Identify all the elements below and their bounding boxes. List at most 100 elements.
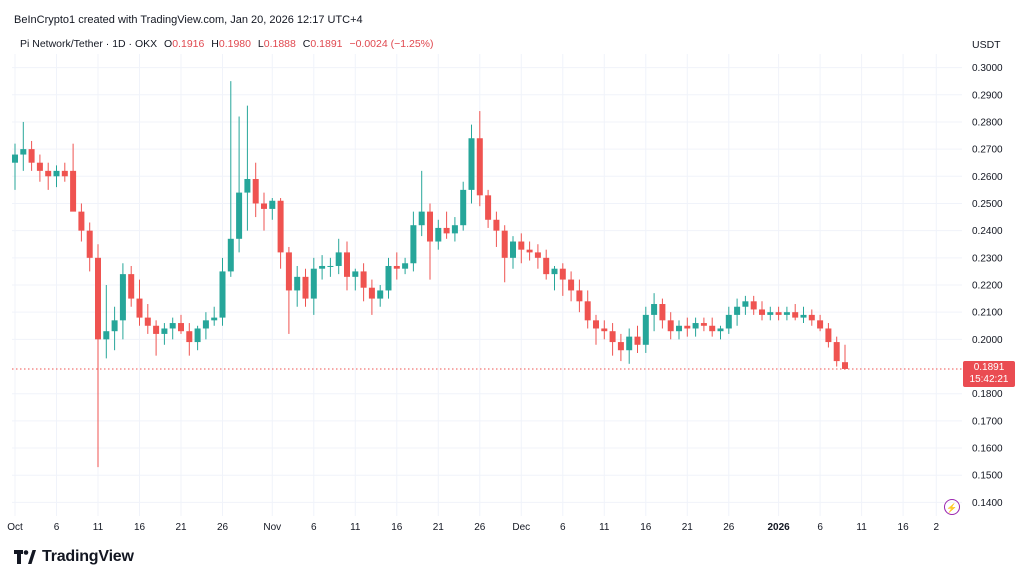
time-tick-label: 11 <box>856 522 867 533</box>
candle-body-down <box>178 323 184 332</box>
price-tick-label: 0.1400 <box>972 498 1003 509</box>
candle-body-down <box>485 195 492 220</box>
candle-body-up <box>510 241 516 258</box>
candle-body-down <box>609 331 616 343</box>
candle-body-up <box>551 268 558 275</box>
candle-body-down <box>360 271 367 288</box>
price-tick-label: 0.2100 <box>972 308 1003 319</box>
candle-body-down <box>576 290 583 302</box>
candle-body-up <box>169 323 176 329</box>
candle-body-down <box>261 203 267 209</box>
candle-body-down <box>443 227 450 234</box>
candle-body-down <box>534 252 541 258</box>
candle-body-up <box>435 227 442 242</box>
tradingview-mark-icon <box>14 550 36 564</box>
candle-body-up <box>734 306 741 315</box>
time-tick-label: 6 <box>54 522 60 533</box>
candle-body-up <box>202 320 209 329</box>
symbol-legend[interactable]: Pi Network/Tether · 1D · OKX O0.1916 H0.… <box>20 38 434 50</box>
candle-body-down <box>302 276 309 299</box>
candle-body-down <box>825 328 832 343</box>
candle-body-up <box>742 301 749 307</box>
time-tick-label: 26 <box>217 522 229 533</box>
candle-body-down <box>617 342 624 351</box>
candle-body-down <box>427 211 433 242</box>
currency-label[interactable]: USDT <box>972 39 1001 51</box>
candle-body-down <box>78 211 85 231</box>
high-label: H <box>211 38 219 50</box>
candle-body-down <box>526 249 533 253</box>
candle-body-down <box>136 298 143 318</box>
candle-body-down <box>61 170 68 177</box>
low-value: 0.1888 <box>263 38 296 50</box>
candle-body-up <box>294 276 301 291</box>
time-tick-label: 21 <box>682 522 694 533</box>
time-axis[interactable]: Oct 6 11 16 21 26 Nov 6 11 16 21 26 Dec 6 11 16 21 26 2026… <box>0 518 962 538</box>
time-tick-label: Nov <box>263 522 281 533</box>
price-tick-label: 0.2000 <box>972 335 1003 346</box>
price-tick-label: 0.2500 <box>972 199 1003 210</box>
candle-body-up <box>468 138 475 190</box>
candle-body-down <box>144 317 151 326</box>
lightning-icon[interactable]: ⚡ <box>944 499 960 515</box>
time-tick-label: 16 <box>640 522 652 533</box>
symbol-name[interactable]: Pi Network/Tether · 1D · OKX <box>20 38 158 50</box>
candle-body-down <box>70 170 77 212</box>
price-tick-label: 0.1800 <box>972 389 1003 400</box>
candle-body-down <box>684 325 691 329</box>
candle-body-down <box>344 252 350 277</box>
candle-body-down <box>833 342 840 362</box>
time-tick-label: 16 <box>391 522 403 533</box>
candle-body-down <box>285 252 292 291</box>
candle-body-down <box>593 320 599 329</box>
candle-body-up <box>651 304 658 315</box>
price-tick-label: 0.1500 <box>972 471 1003 482</box>
brand-name: TradingView <box>42 548 134 565</box>
price-axis[interactable]: 0.3000 0.2900 0.2800 0.2700 0.2600 0.2500 0.24… <box>962 30 1024 520</box>
candle-body-up <box>410 225 417 264</box>
candle-body-down <box>368 287 375 299</box>
candle-body-up <box>53 170 60 177</box>
candle-body-down <box>584 301 591 321</box>
candle-body-down <box>601 328 608 332</box>
candle-body-up <box>20 149 27 155</box>
price-tick-label: 0.3000 <box>972 63 1003 74</box>
time-tick-label: 6 <box>817 522 823 533</box>
candlestick-chart[interactable] <box>12 54 962 516</box>
candle-body-up <box>310 268 317 299</box>
candle-body-up <box>460 189 467 226</box>
candle-body-up <box>767 312 774 315</box>
candle-body-down <box>186 331 193 343</box>
candle-body-up <box>642 314 649 345</box>
tradingview-logo[interactable]: TradingView <box>14 548 134 566</box>
candle-body-up <box>335 252 342 266</box>
change-value: −0.0024 (−1.25%) <box>349 38 434 50</box>
time-tick-label: 21 <box>433 522 445 533</box>
candle-body-down <box>759 309 765 315</box>
chart-credit: BeInCrypto1 created with TradingView.com… <box>14 14 363 26</box>
candle-body-up <box>800 314 807 318</box>
candle-body-down <box>792 312 799 318</box>
candle-body-down <box>45 170 52 177</box>
candle-body-up <box>211 317 218 321</box>
candle-body-down <box>700 323 707 326</box>
candle-body-down <box>518 241 525 250</box>
candle-body-down <box>501 230 508 258</box>
candle-body-up <box>227 238 234 272</box>
time-tick-label: Oct <box>7 522 23 533</box>
price-tick-label: 0.2200 <box>972 281 1003 292</box>
candle-body-up <box>725 314 732 329</box>
candle-body-down <box>808 314 815 321</box>
last-price-value: 0.1891 <box>973 362 1005 373</box>
time-tick-label: 11 <box>93 522 104 533</box>
candle-body-down <box>252 179 259 204</box>
candle-body-down <box>95 257 101 340</box>
last-price-tag: 0.1891 15:42:21 <box>963 361 1015 387</box>
bar-countdown: 15:42:21 <box>969 374 1009 385</box>
candle-body-down <box>634 336 641 345</box>
candle-body-down <box>543 257 550 275</box>
candle-body-down <box>153 325 160 334</box>
time-tick-label: Dec <box>512 522 530 533</box>
high-value: 0.1980 <box>218 38 251 50</box>
candle-body-down <box>493 219 500 231</box>
